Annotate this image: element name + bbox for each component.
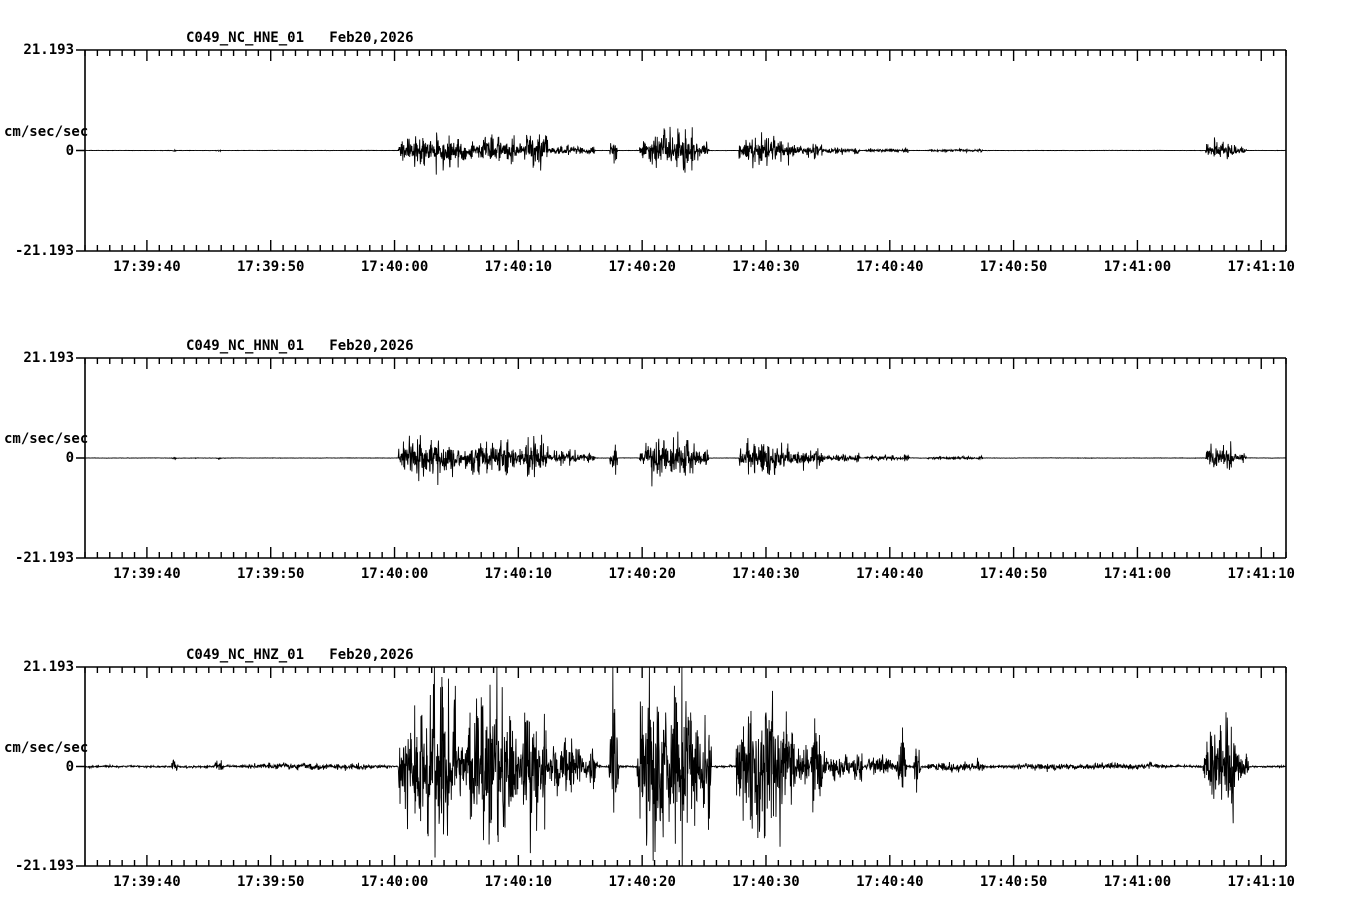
panel-hnn-axes-frame (84, 357, 1287, 559)
panel-hnn-y-units-label: cm/sec/sec (4, 431, 89, 447)
panel-hnn-xtick-7: 17:40:50 (979, 566, 1048, 582)
panel-hnz-xtick-6: 17:40:40 (856, 874, 924, 890)
panel-hnn-waveform-trace (84, 431, 1287, 487)
panel-hnn-y-min-label: -21.193 (14, 550, 74, 566)
panel-hne-y-max-label: 21.193 (23, 42, 74, 58)
panel-hnn-x-ticks (84, 358, 1287, 558)
panel-hnz-xtick-4: 17:40:20 (608, 874, 676, 890)
panel-hnz-xtick-5: 17:40:30 (732, 874, 800, 890)
panel-hnz-y-ticks (76, 666, 85, 867)
panel-hne-xtick-1: 17:39:50 (237, 259, 305, 275)
panel-hnz-y-max-label: 21.193 (23, 659, 74, 675)
panel-hnn-xtick-9: 17:41:10 (1227, 566, 1295, 582)
panel-hnn-xtick-3: 17:40:10 (484, 566, 553, 582)
panel-hne-y-min-label: -21.193 (14, 243, 74, 259)
panel-hne-xtick-4: 17:40:20 (608, 259, 676, 275)
panel-hnn-xtick-2: 17:40:00 (360, 566, 429, 582)
panel-hne-title: C049_NC_HNE_01 Feb20,2026 (186, 30, 414, 46)
panel-hne-y-ticks (76, 49, 85, 252)
panel-hnz-y-units-label: cm/sec/sec (4, 739, 89, 756)
panel-hne-x-ticks (84, 50, 1287, 251)
panel-hne-y-units-label: cm/sec/sec (4, 123, 89, 140)
panel-hnn-y-zero-label: 0 (65, 450, 74, 466)
panel-hnn-xtick-6: 17:40:40 (856, 566, 924, 582)
panel-hne-axes-frame (84, 49, 1287, 252)
panel-hne-waveform-trace (84, 126, 1287, 175)
panel-hne-xtick-8: 17:41:00 (1103, 259, 1172, 275)
panel-hnz-xtick-3: 17:40:10 (484, 874, 553, 890)
panel-hnn-xtick-4: 17:40:20 (608, 566, 676, 582)
panel-hnn-xtick-5: 17:40:30 (732, 566, 800, 582)
panel-hnz-xtick-9: 17:41:10 (1227, 874, 1295, 890)
panel-hnz-xtick-7: 17:40:50 (979, 874, 1048, 890)
panel-hne-xtick-5: 17:40:30 (732, 259, 800, 275)
panel-hne-xtick-6: 17:40:40 (856, 259, 924, 275)
panel-hnz-title: C049_NC_HNZ_01 Feb20,2026 (186, 647, 414, 663)
panel-hnn-title: C049_NC_HNN_01 Feb20,2026 (186, 338, 414, 354)
panel-hne-xtick-3: 17:40:10 (484, 259, 553, 275)
panel-hnz-xtick-2: 17:40:00 (360, 874, 429, 890)
panel-hne-xtick-0: 17:39:40 (113, 259, 181, 275)
panel-hnz-xtick-1: 17:39:50 (237, 874, 305, 890)
panel-hnz-xtick-0: 17:39:40 (113, 874, 181, 890)
panel-hnz-x-ticks (84, 667, 1287, 866)
panel-hnn-xtick-1: 17:39:50 (237, 566, 305, 582)
panel-hnz-y-min-label: -21.193 (14, 858, 74, 874)
panel-hne-y-zero-label: 0 (65, 142, 74, 159)
panel-hnz-axes-frame (84, 666, 1287, 867)
panel-hnn-y-max-label: 21.193 (23, 350, 74, 366)
panel-hne-xtick-2: 17:40:00 (360, 259, 429, 275)
panel-hnn-y-ticks (76, 357, 85, 559)
panel-hne-xtick-7: 17:40:50 (979, 259, 1048, 275)
panel-hnz-waveform-trace (84, 667, 1287, 866)
panel-hne-xtick-9: 17:41:10 (1227, 259, 1295, 275)
panel-hnn-xtick-0: 17:39:40 (113, 566, 181, 582)
panel-hnz-y-zero-label: 0 (65, 758, 74, 775)
panel-hnz-xtick-8: 17:41:00 (1103, 874, 1172, 890)
panel-hnn-xtick-8: 17:41:00 (1103, 566, 1172, 582)
